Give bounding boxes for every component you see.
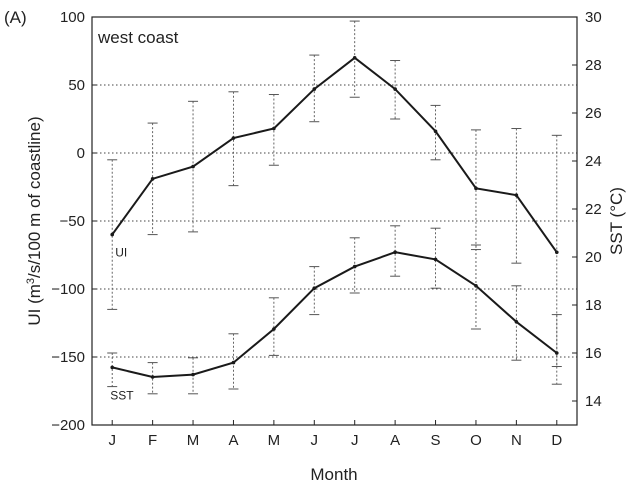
grid-lines xyxy=(92,84,577,358)
ui-point xyxy=(272,126,276,131)
x-tick-label: S xyxy=(431,432,441,449)
ui-series-line xyxy=(111,56,558,253)
sst-point xyxy=(352,264,357,269)
y-axis-left-title: UI (m3/s/100 m of coastline) xyxy=(25,116,44,325)
x-tick-label: F xyxy=(148,432,157,449)
sst-point xyxy=(474,284,478,288)
ui-point xyxy=(433,129,438,134)
y-axis-left-title-part-2: /s/100 m of coastline) xyxy=(25,116,44,278)
x-tick-label: O xyxy=(470,432,482,449)
y-axis-left-title-part-1: UI (m xyxy=(25,284,44,326)
y-left-tick-label: −200 xyxy=(51,417,85,434)
y-right-tick-label: 28 xyxy=(585,57,602,74)
y-right-tick-label: 14 xyxy=(585,393,602,410)
ui-point xyxy=(231,136,236,140)
ui-point xyxy=(554,250,559,255)
y-right-tick-label: 30 xyxy=(585,9,602,26)
sst-point xyxy=(312,286,317,291)
x-tick-label: M xyxy=(268,432,281,449)
y-left-tick-label: 0 xyxy=(77,145,85,162)
x-tick-label: D xyxy=(551,432,562,449)
error-bars xyxy=(107,20,562,395)
sst-point xyxy=(272,327,276,331)
series-labels: UI SST xyxy=(110,246,134,403)
ui-point xyxy=(110,232,115,237)
sst-point xyxy=(433,257,438,262)
x-tick-label: J xyxy=(351,432,359,449)
ui-point xyxy=(191,164,195,169)
x-tick-label: M xyxy=(187,432,200,449)
sst-point xyxy=(110,365,115,370)
y-right-tick-label: 24 xyxy=(585,153,602,170)
ui-point xyxy=(514,193,519,197)
ui-point xyxy=(150,177,155,181)
ui-series-label: UI xyxy=(115,246,127,260)
series-lines xyxy=(110,56,559,379)
ui-point xyxy=(352,56,357,60)
y-left-tick-label: 50 xyxy=(68,77,85,94)
x-tick-label: J xyxy=(311,432,319,449)
x-axis-title: Month xyxy=(310,465,357,484)
y-right-tick-label: 16 xyxy=(585,345,602,362)
y-right-tick-labels: 14 16 18 20 22 24 26 28 30 xyxy=(585,9,602,410)
region-label: west coast xyxy=(97,28,179,47)
y-axis-right-title: SST (°C) xyxy=(607,187,626,255)
axis-ticks xyxy=(92,16,577,426)
sst-point xyxy=(191,372,195,377)
y-right-tick-label: 26 xyxy=(585,105,602,122)
y-left-tick-label: −50 xyxy=(60,213,85,230)
y-right-tick-label: 22 xyxy=(585,201,602,218)
y-left-tick-labels: −200 −150 −100 −50 0 50 100 xyxy=(51,9,85,434)
sst-point xyxy=(514,320,519,324)
x-tick-label: J xyxy=(108,432,116,449)
y-right-tick-label: 18 xyxy=(585,297,602,314)
panel-label: (A) xyxy=(4,8,27,27)
y-left-tick-label: −150 xyxy=(51,349,85,366)
sst-point xyxy=(231,360,236,365)
x-tick-label: N xyxy=(511,432,522,449)
x-tick-label: A xyxy=(228,432,238,449)
y-axis-left-title-superscript: 3 xyxy=(25,278,37,284)
sst-point xyxy=(554,351,559,355)
sst-series-label: SST xyxy=(110,388,134,402)
ui-point xyxy=(312,87,317,91)
sst-series-line xyxy=(111,251,558,379)
y-right-tick-label: 20 xyxy=(585,249,602,266)
x-tick-label: A xyxy=(390,432,400,449)
sst-point xyxy=(393,250,397,254)
ui-point xyxy=(474,186,478,191)
ui-point xyxy=(393,87,397,91)
sst-point xyxy=(150,375,155,379)
y-left-tick-label: 100 xyxy=(60,9,85,26)
y-left-tick-label: −100 xyxy=(51,281,85,298)
